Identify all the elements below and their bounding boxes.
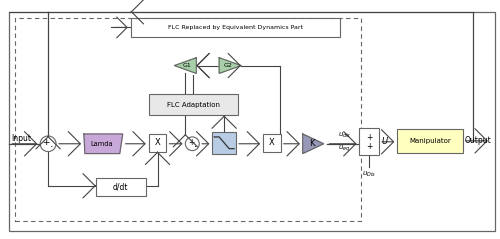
Text: G2: G2 — [224, 63, 232, 68]
Text: G1: G1 — [183, 63, 192, 68]
Text: +: + — [42, 138, 50, 147]
Text: Output: Output — [465, 136, 491, 145]
Polygon shape — [174, 58, 197, 73]
Bar — [16, 18, 362, 221]
Text: K: K — [310, 139, 315, 148]
Text: ·: · — [194, 142, 197, 152]
Polygon shape — [219, 58, 241, 73]
Text: +: + — [366, 142, 372, 151]
Circle shape — [40, 136, 56, 152]
Bar — [96, 178, 146, 196]
Text: Manipulator: Manipulator — [409, 138, 451, 144]
Text: Input: Input — [12, 134, 32, 143]
Bar — [148, 134, 166, 152]
Bar — [263, 134, 281, 152]
Text: ·: · — [50, 142, 53, 152]
Text: FLC Adaptation: FLC Adaptation — [167, 102, 220, 108]
Bar — [148, 94, 238, 115]
Text: $u_{eq}$: $u_{eq}$ — [338, 143, 350, 154]
Circle shape — [186, 137, 200, 151]
Bar — [130, 18, 340, 37]
Polygon shape — [302, 134, 324, 153]
Text: $u_{Dis}$: $u_{Dis}$ — [362, 170, 376, 179]
Text: $u_{dis}$: $u_{dis}$ — [338, 130, 351, 140]
Text: X: X — [269, 138, 275, 147]
Text: Lamda: Lamda — [90, 141, 113, 147]
Text: d/dt: d/dt — [113, 182, 128, 191]
Text: +: + — [188, 138, 194, 147]
Text: +: + — [366, 133, 372, 142]
Bar — [212, 132, 236, 153]
Text: U: U — [382, 137, 388, 146]
Text: X: X — [154, 138, 160, 147]
Bar — [360, 128, 380, 156]
Text: FLC Replaced by Equivalent Dynamics Part: FLC Replaced by Equivalent Dynamics Part — [168, 25, 302, 30]
Bar — [397, 129, 463, 152]
Polygon shape — [84, 134, 122, 153]
